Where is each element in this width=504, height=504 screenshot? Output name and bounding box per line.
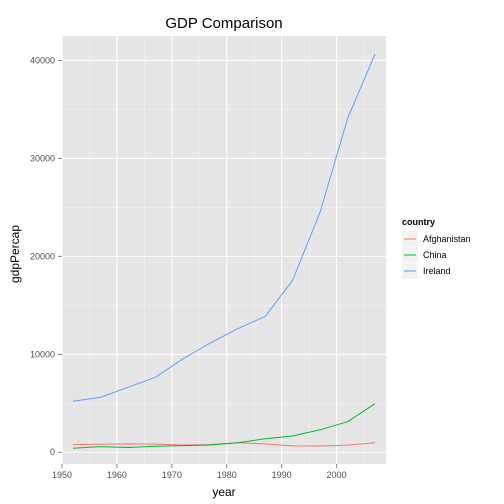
- legend-label: Afghanistan: [423, 234, 471, 244]
- series-line-ireland: [72, 53, 376, 402]
- x-tick-label: 1950: [52, 470, 72, 480]
- x-tick-label: 1960: [107, 470, 127, 480]
- legend-title: country: [402, 217, 435, 227]
- legend: country Afghanistan China Ireland: [401, 217, 471, 280]
- y-tick-label: 20000: [30, 251, 55, 261]
- x-tick-label: 1980: [217, 470, 237, 480]
- y-tick-label: 40000: [30, 55, 55, 65]
- y-tick-label: 10000: [30, 349, 55, 359]
- x-tick-label: 1990: [272, 470, 292, 480]
- legend-label: Ireland: [423, 266, 451, 276]
- y-axis-title: gdpPercap: [8, 225, 22, 283]
- legend-label: China: [423, 250, 447, 260]
- series-lines: [72, 53, 376, 449]
- y-tick-label: 0: [50, 447, 55, 457]
- plot-panel: [62, 36, 386, 464]
- x-tick-label: 1970: [162, 470, 182, 480]
- legend-item-ireland: Ireland: [401, 262, 451, 280]
- x-axis: 1950 1960 1970 1980 1990 2000: [52, 464, 347, 480]
- series-line-china: [72, 403, 376, 449]
- y-axis: 0 10000 20000 30000 40000: [30, 55, 62, 457]
- x-tick-label: 2000: [327, 470, 347, 480]
- y-tick-label: 30000: [30, 153, 55, 163]
- major-gridlines: [61, 36, 386, 464]
- chart-title: GDP Comparison: [165, 15, 282, 32]
- x-axis-title: year: [212, 485, 235, 499]
- minor-gridlines: [62, 36, 386, 464]
